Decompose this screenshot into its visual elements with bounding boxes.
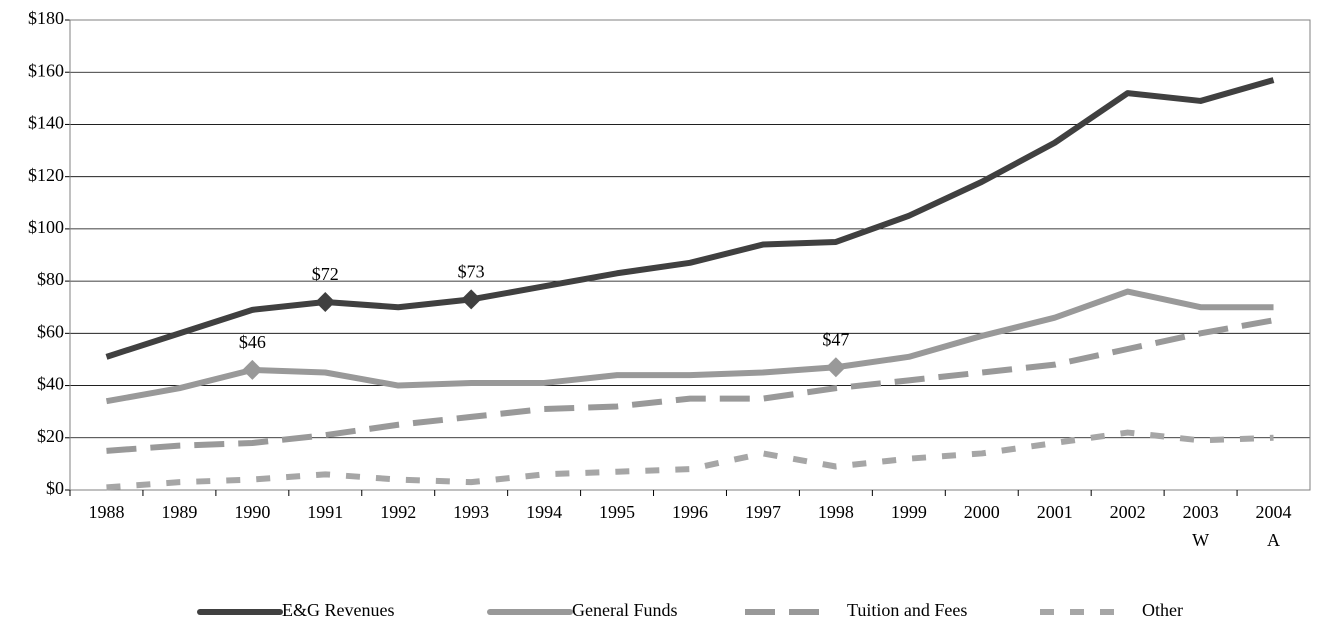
x-tick-label: 2002 bbox=[1110, 502, 1146, 522]
data-label: $72 bbox=[312, 264, 339, 284]
legend-label: General Funds bbox=[572, 600, 677, 620]
x-tick-label: 1992 bbox=[380, 502, 416, 522]
y-tick-label: $140 bbox=[28, 113, 64, 133]
x-tick-label: 1998 bbox=[818, 502, 854, 522]
y-tick-label: $20 bbox=[37, 426, 64, 446]
y-tick-label: $80 bbox=[37, 269, 64, 289]
plot-border bbox=[69, 19, 1311, 491]
x-tick-label: 1994 bbox=[526, 502, 562, 522]
legend-label: E&G Revenues bbox=[282, 600, 394, 620]
x-tick-label: 2004 A bbox=[1256, 502, 1292, 550]
data-label: $73 bbox=[458, 262, 485, 282]
series-line bbox=[106, 429, 1274, 491]
data-label: $47 bbox=[822, 329, 849, 349]
series-line bbox=[105, 77, 1275, 360]
x-tick-label: 1999 bbox=[891, 502, 927, 522]
point-marker bbox=[461, 289, 482, 310]
y-tick-label: $160 bbox=[28, 60, 64, 80]
x-tick-label: 1996 bbox=[672, 502, 708, 522]
x-tick-label: 1991 bbox=[307, 502, 343, 522]
y-tick-label: $100 bbox=[28, 217, 64, 237]
x-tick-label: 1990 bbox=[234, 502, 270, 522]
y-tick-label: $0 bbox=[46, 478, 64, 498]
x-tick-label: 1997 bbox=[745, 502, 781, 522]
point-marker bbox=[315, 292, 336, 312]
legend-label: Tuition and Fees bbox=[847, 600, 967, 620]
y-tick-label: $180 bbox=[28, 8, 64, 28]
x-tick-label: 2001 bbox=[1037, 502, 1073, 522]
x-tick-label: 1995 bbox=[599, 502, 635, 522]
point-marker bbox=[242, 359, 263, 380]
x-tick-label: 1993 bbox=[453, 502, 489, 522]
x-tick-label: 2003 W bbox=[1183, 502, 1219, 550]
x-tick-label: 2000 bbox=[964, 502, 1000, 522]
series-line bbox=[106, 317, 1275, 454]
y-tick-label: $60 bbox=[37, 321, 64, 341]
x-tick-label: 1989 bbox=[161, 502, 197, 522]
legend-label: Other bbox=[1142, 600, 1183, 620]
x-tick-label: 1988 bbox=[88, 502, 124, 522]
point-marker bbox=[825, 357, 846, 378]
series-line bbox=[105, 288, 1274, 405]
y-tick-label: $40 bbox=[37, 374, 64, 394]
y-tick-label: $120 bbox=[28, 165, 64, 185]
data-label: $46 bbox=[239, 332, 266, 352]
